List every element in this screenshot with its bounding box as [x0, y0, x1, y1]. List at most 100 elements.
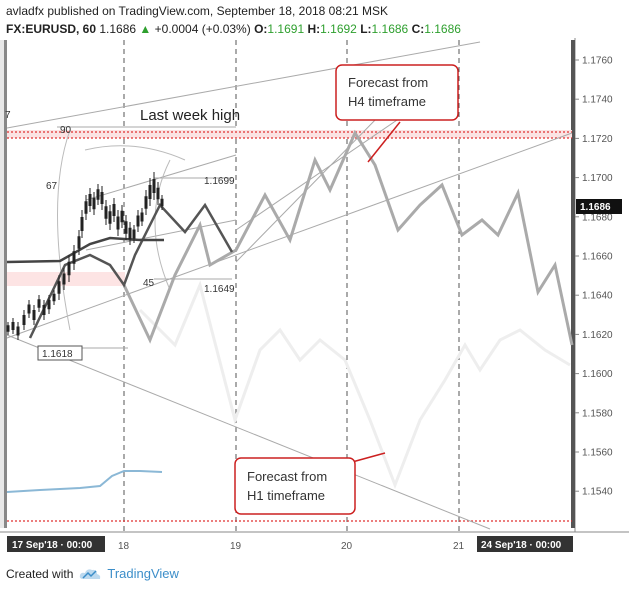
price-1699-label: 1.1699 [204, 176, 235, 187]
support-zone-small [7, 272, 125, 286]
y-tick-label: 1.1740 [582, 95, 613, 106]
symbol-line: FX:EURUSD, 60 1.1686 ▲ +0.0004 (+0.03%) … [6, 22, 461, 36]
h4-forecast-path [122, 129, 574, 346]
close-value: 1.1686 [424, 22, 461, 36]
y-tick-label: 1.1540 [582, 487, 613, 498]
y-tick-label: 1.1560 [582, 448, 613, 459]
candle-body [6, 325, 10, 332]
candle-body [120, 210, 124, 223]
candle-body [62, 273, 66, 285]
h1-label-line2: H1 timeframe [247, 488, 325, 503]
fib-45-label: 45 [143, 278, 155, 289]
candle-body [32, 310, 36, 320]
x-end-badge [477, 536, 573, 552]
current-price-badge [576, 199, 622, 214]
candle-body [108, 211, 112, 224]
y-axis-ticks: 1.1760 1.1740 1.1720 1.1700 1.1680 1.1660 1.16… [575, 56, 613, 498]
right-edge-bar [571, 40, 575, 528]
candle-body [22, 315, 26, 325]
left-edge-bar [0, 40, 4, 528]
h4-label-line2: H4 timeframe [348, 94, 426, 109]
publish-info: published on TradingView.com, September … [47, 4, 389, 18]
y-tick-label: 1.1620 [582, 330, 613, 341]
candle-body [140, 212, 144, 222]
fib-67-label: 67 [46, 181, 58, 192]
candle-body [116, 216, 120, 230]
candle-body [27, 304, 31, 314]
y-tick-label: 1.1660 [582, 252, 613, 263]
x-label-start: 17 Sep'18 · 00:00 [12, 540, 93, 551]
candle-body [124, 221, 128, 234]
candle-body [37, 299, 41, 308]
y-tick-label: 1.1600 [582, 369, 613, 380]
candle-body [11, 322, 15, 330]
publish-line: avladfx published on TradingView.com, Se… [6, 4, 388, 18]
h4-forecast-box [335, 64, 459, 121]
h1-label-line1: Forecast from [247, 469, 327, 484]
candle-body [152, 179, 156, 193]
fib-arcs [57, 129, 186, 331]
fib-90-label: 90 [60, 125, 72, 136]
y-tick-label: 1.1680 [582, 212, 613, 223]
open-value: 1.1691 [267, 22, 305, 36]
y-tick-label: 1.1700 [582, 173, 613, 184]
close-label: C: [411, 22, 425, 36]
candle-body [104, 206, 108, 219]
candle-body [100, 192, 104, 204]
candle-body [16, 326, 20, 336]
x-label-20: 20 [341, 541, 353, 552]
h1-forecast-box [234, 457, 356, 515]
candle-body [136, 215, 140, 227]
low-label: L: [360, 22, 372, 36]
up-arrow-icon: ▲ [139, 22, 152, 36]
low-value: 1.1686 [371, 22, 409, 36]
last-week-high-label: Last week high [140, 107, 240, 124]
y-tick-label: 1.1640 [582, 291, 613, 302]
y-tick-label: 1.1760 [582, 56, 613, 67]
candle-body [57, 281, 61, 294]
moving-average [6, 236, 164, 264]
candle-body [47, 299, 51, 310]
x-start-badge [7, 536, 105, 552]
candle-body [96, 189, 100, 200]
candle-body [72, 251, 76, 264]
candlesticks [6, 172, 164, 340]
left-edge-marker [4, 40, 7, 528]
candle-body [92, 197, 96, 210]
candle-body [148, 185, 152, 199]
price-1649-label: 1.1649 [204, 284, 235, 295]
candle-body [67, 261, 71, 276]
tradingview-brand-link[interactable]: TradingView [107, 566, 179, 581]
created-with-text: Created with [6, 566, 74, 581]
price-1618-label: 1.1618 [42, 349, 73, 360]
h4-label-line1: Forecast from [348, 75, 428, 90]
candle-body [42, 305, 46, 315]
last-price: 1.1686 [99, 22, 137, 36]
author-name[interactable]: avladfx [6, 4, 45, 18]
channel-lines [6, 41, 573, 530]
price-1618-box [37, 345, 83, 361]
candle-body [112, 204, 116, 216]
price-change: +0.0004 (+0.03%) [154, 22, 251, 36]
symbol-name[interactable]: FX:EURUSD, 60 [6, 22, 97, 36]
x-label-end: 24 Sep'18 · 00:00 [481, 540, 562, 551]
h1-forecast-path [138, 280, 571, 490]
high-label: H: [307, 22, 321, 36]
indicator-line [6, 470, 163, 493]
cloud-logo-icon [80, 568, 101, 579]
current-price-label: 1.1686 [580, 202, 611, 213]
dark-forecast-path [28, 202, 234, 339]
candle-body [52, 293, 56, 302]
edge-7-label: 7 [5, 110, 11, 121]
x-label-18: 18 [118, 541, 130, 552]
candle-body [144, 196, 148, 209]
candle-body [160, 198, 164, 207]
y-tick-label: 1.1580 [582, 408, 613, 419]
open-label: O: [254, 22, 268, 36]
x-label-19: 19 [230, 541, 242, 552]
candle-body [132, 229, 136, 239]
candle-body [80, 217, 84, 231]
h4-callout-pointer [367, 121, 401, 163]
footer: Created with TradingView [6, 566, 179, 581]
